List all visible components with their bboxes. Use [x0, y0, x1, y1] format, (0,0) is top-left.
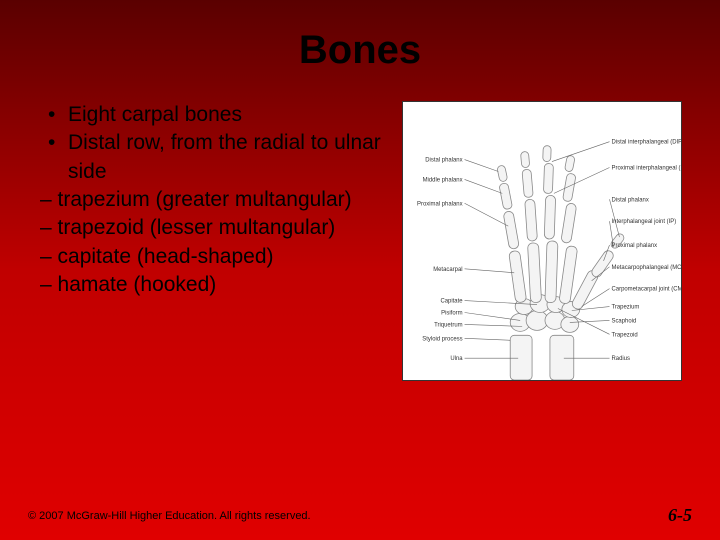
lbl-radius: Radius [612, 356, 631, 362]
footer-page-number: 6-5 [668, 505, 692, 526]
lbl-distal-phalanx: Distal phalanx [425, 158, 462, 164]
lbl-mcp: Metacarpophalangeal (MCP) [612, 265, 682, 271]
lbl-proximal-phalanx: Proximal phalanx [417, 201, 463, 207]
lbl-styloid: Styloid process [422, 336, 462, 342]
hand-svg: Distal phalanx Middle phalanx Proximal p… [403, 102, 681, 380]
lbl-pisiform: Pisiform [441, 310, 462, 316]
bullet-1: Eight carpal bones [40, 101, 390, 129]
lbl-metacarpal: Metacarpal [433, 267, 462, 273]
content-row: Eight carpal bones Distal row, from the … [40, 101, 680, 381]
bullet-2: Distal row, from the radial to ulnar sid… [40, 129, 390, 186]
slide: Bones Eight carpal bones Distal row, fro… [0, 0, 720, 540]
sub-4: – hamate (hooked) [40, 271, 390, 299]
image-column: Distal phalanx Middle phalanx Proximal p… [402, 101, 682, 381]
lbl-ip: Interphalangeal joint (IP) [612, 219, 677, 225]
lbl-middle-phalanx: Middle phalanx [423, 177, 463, 183]
lbl-capitate: Capitate [440, 299, 463, 305]
lbl-dip: Distal interphalangeal (DIP) joint [612, 140, 682, 146]
lbl-cmc: Carpometacarpal joint (CMC) [612, 287, 682, 293]
hand-bones-diagram: Distal phalanx Middle phalanx Proximal p… [402, 101, 682, 381]
lbl-trapezoid: Trapezoid [612, 332, 638, 338]
sub-2: – trapezoid (lesser multangular) [40, 214, 390, 242]
text-column: Eight carpal bones Distal row, from the … [40, 101, 390, 381]
sub-3: – capitate (head-shaped) [40, 243, 390, 271]
lbl-proximal-phalanx-r: Proximal phalanx [612, 243, 658, 249]
lbl-trapezium: Trapezium [612, 305, 640, 311]
footer-copyright: © 2007 McGraw-Hill Higher Education. All… [28, 510, 311, 522]
lbl-triquetrum: Triquetrum [434, 322, 463, 328]
lbl-pip: Proximal interphalangeal (PIP) joint [612, 166, 682, 172]
lbl-ulna: Ulna [450, 356, 463, 362]
lbl-distal-phalanx-r: Distal phalanx [612, 197, 649, 203]
slide-title: Bones [40, 28, 680, 73]
lbl-scaphoid: Scaphoid [612, 318, 637, 324]
sub-1: – trapezium (greater multangular) [40, 186, 390, 214]
